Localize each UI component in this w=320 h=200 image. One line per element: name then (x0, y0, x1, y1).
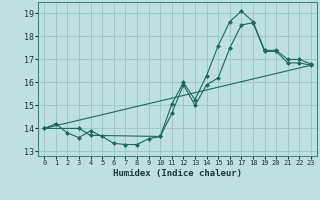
X-axis label: Humidex (Indice chaleur): Humidex (Indice chaleur) (113, 169, 242, 178)
